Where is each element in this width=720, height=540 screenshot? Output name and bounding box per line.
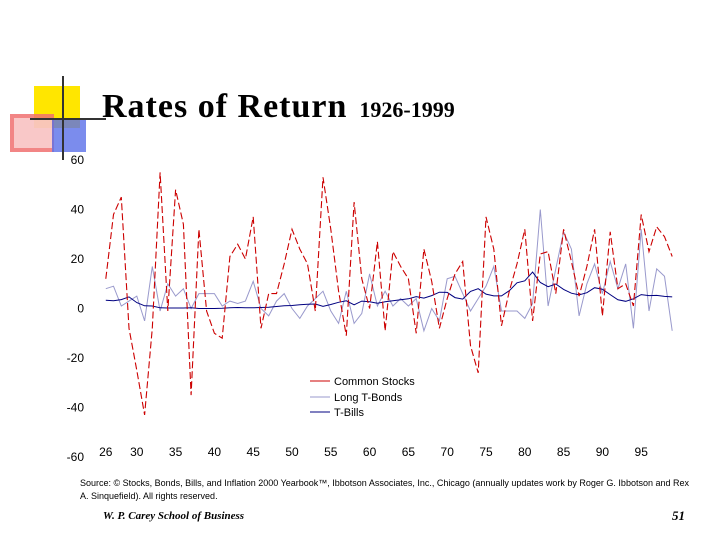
series-line-stocks [105, 172, 673, 415]
title-years: 1926-1999 [359, 97, 455, 122]
y-tick-label: -40 [67, 401, 85, 415]
y-tick-label: 20 [71, 252, 85, 266]
x-tick-label: 35 [169, 445, 183, 459]
x-tick-label: 45 [247, 445, 261, 459]
y-tick-label: 60 [71, 153, 85, 167]
footer-school: W. P. Carey School of Business [103, 510, 245, 522]
deco-horizontal-line [30, 118, 106, 120]
y-tick-label: -60 [67, 450, 85, 464]
x-tick-label: 50 [285, 445, 299, 459]
y-tick-label: 0 [77, 302, 84, 316]
x-tick-label: 90 [596, 445, 610, 459]
series-line-bonds [105, 209, 673, 333]
y-tick-label: -20 [67, 351, 85, 365]
x-tick-label: 75 [479, 445, 493, 459]
legend-label-stocks: Common Stocks [334, 376, 415, 388]
x-tick-label: 65 [402, 445, 416, 459]
x-tick-label: 80 [518, 445, 532, 459]
series-line-bills [105, 271, 673, 309]
legend-label-bills: T-Bills [334, 407, 364, 419]
legend-label-bonds: Long T-Bonds [334, 392, 403, 404]
title-main: Rates of Return [102, 88, 348, 125]
x-tick-label: 60 [363, 445, 377, 459]
page-title: Rates of Return 1926-1999 [102, 88, 455, 126]
axis-layer: 60 40 20 0 -20 -40 -60 26 30 35 40 45 50 55 60 65 70 75 80… [67, 153, 649, 464]
x-tick-label: 70 [441, 445, 455, 459]
page-number: 51 [672, 508, 685, 523]
series-layer [105, 172, 673, 415]
y-tick-label: 40 [71, 203, 85, 217]
x-tick-label: 40 [208, 445, 222, 459]
x-tick-label: 26 [99, 445, 113, 459]
x-tick-label: 55 [324, 445, 338, 459]
deco-blue-square [52, 118, 86, 152]
source-note: Source: © Stocks, Bonds, Bills, and Infl… [80, 478, 689, 501]
x-tick-label: 85 [557, 445, 571, 459]
deco-white-square [14, 118, 52, 148]
x-tick-label: 30 [130, 445, 144, 459]
x-tick-label: 95 [635, 445, 649, 459]
legend: Common Stocks Long T-Bonds T-Bills [310, 376, 415, 419]
